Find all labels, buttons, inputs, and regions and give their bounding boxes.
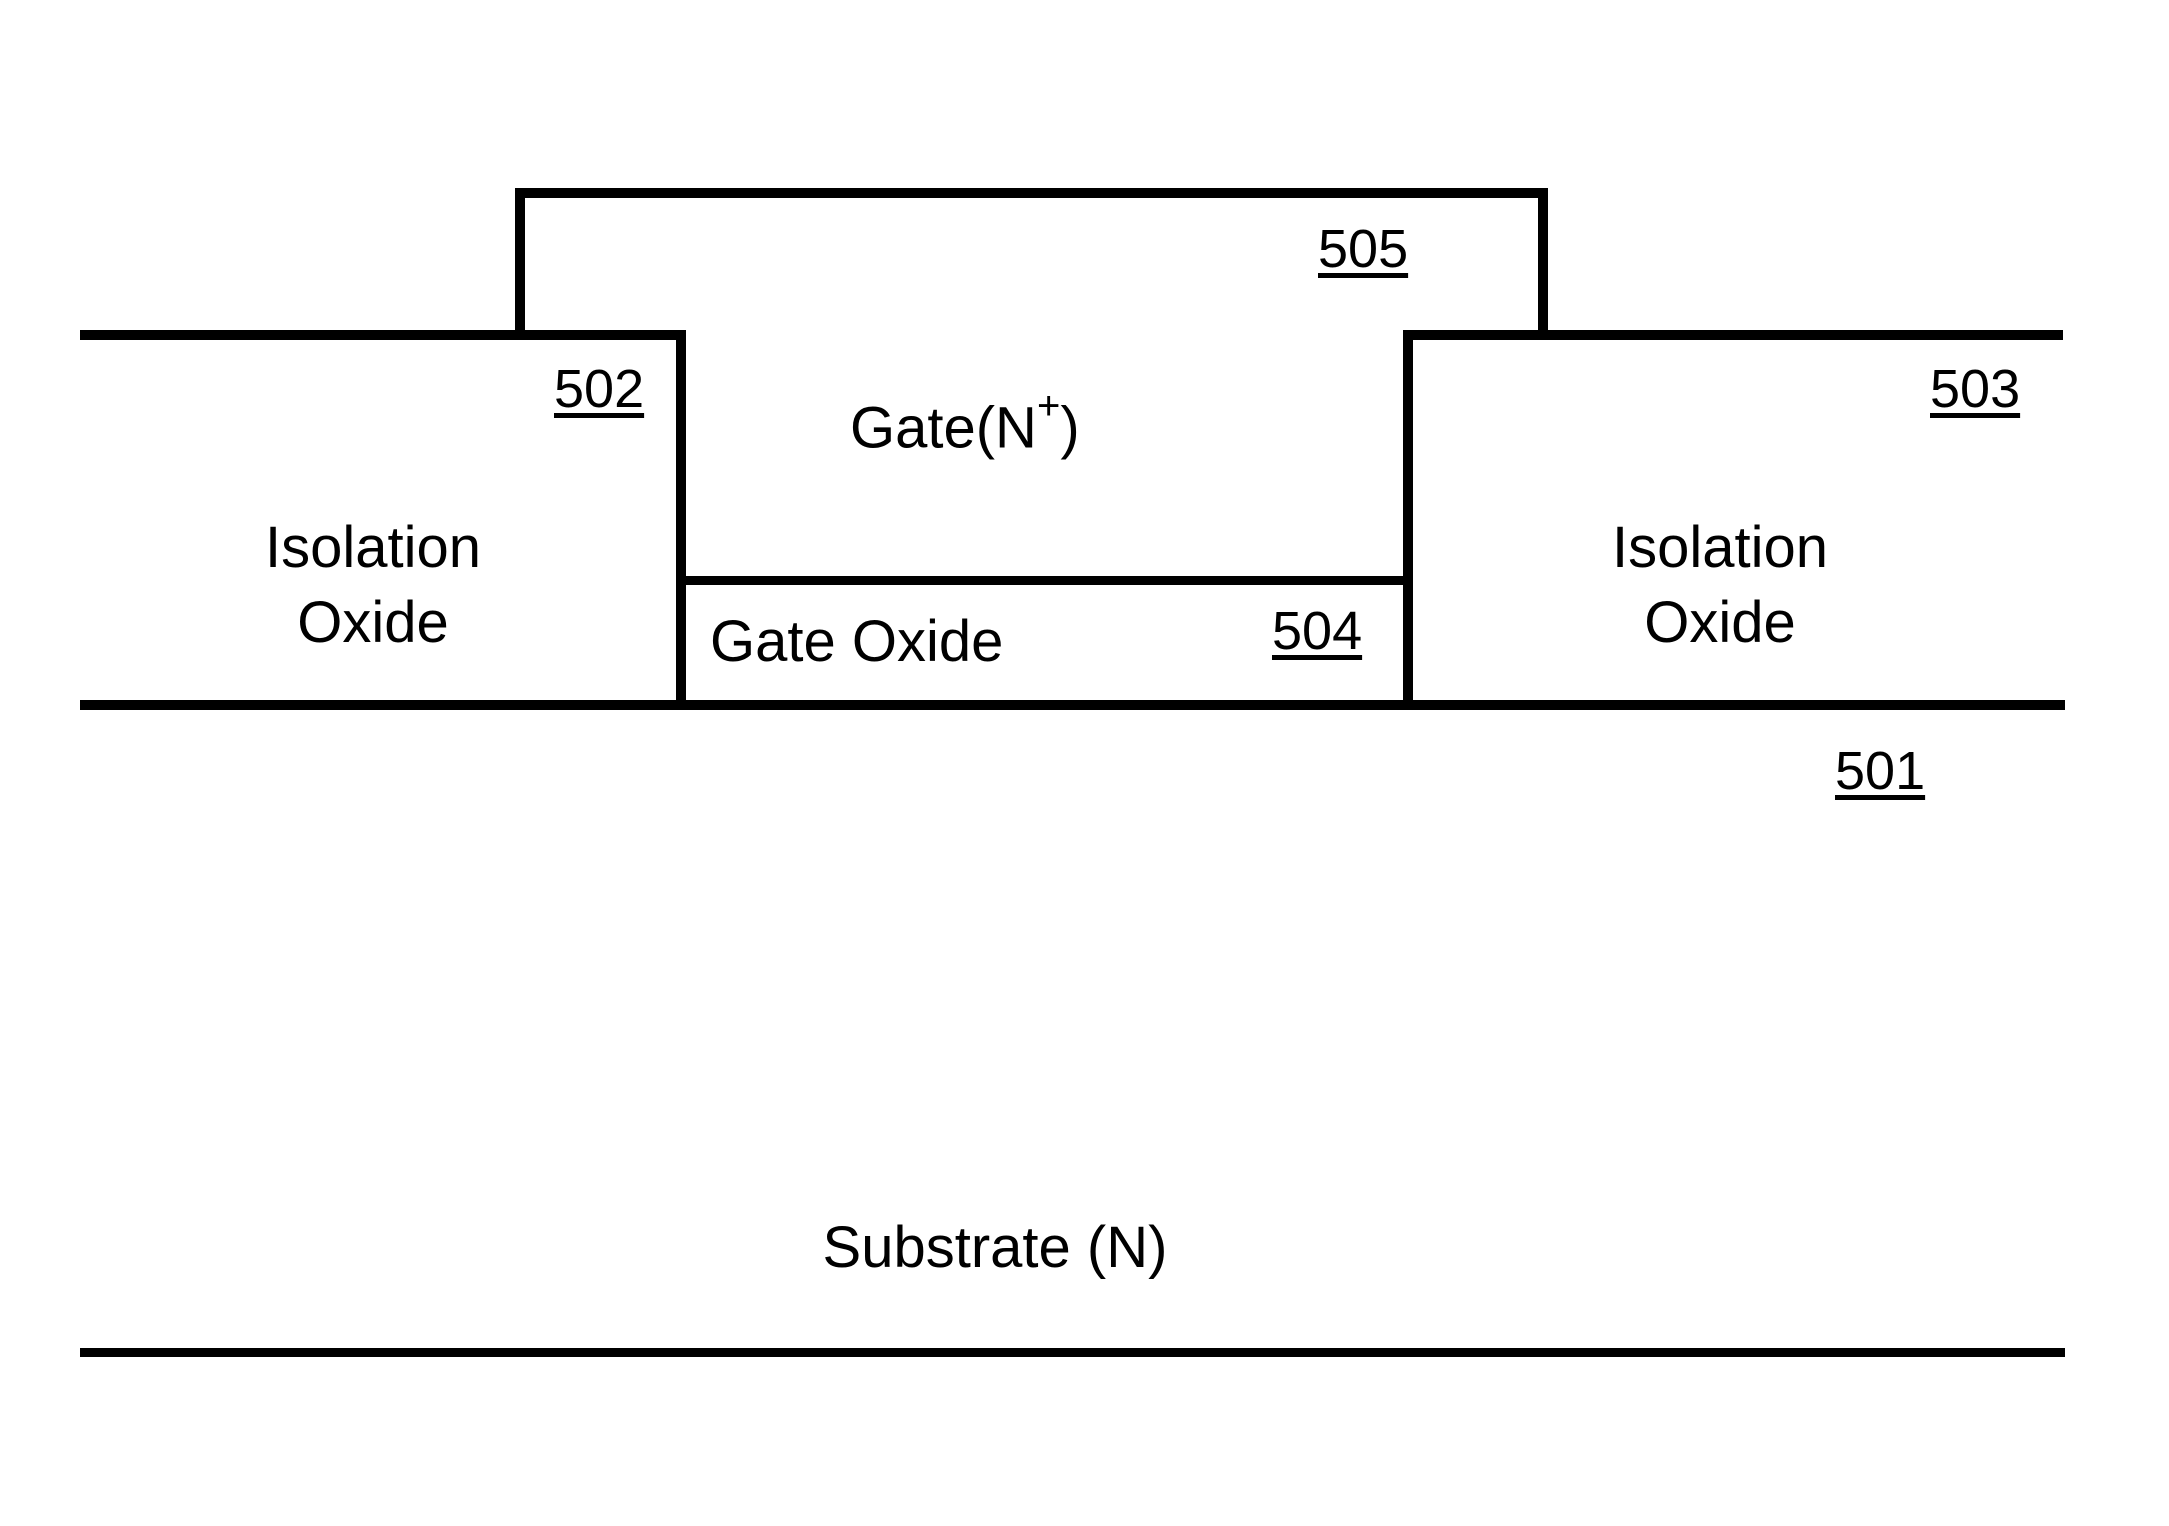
gate-label-post: ) [1060, 395, 1079, 460]
gate-top-line [515, 188, 1548, 198]
substrate-bottom-line [80, 1348, 2065, 1357]
ref-502: 502 [554, 358, 644, 420]
gate-oxide-top-line [680, 576, 1410, 585]
isolation-left-label-line2: Oxide [297, 590, 449, 655]
isolation-right-label-line1: Isolation [1612, 515, 1828, 580]
isolation-left-top-line [80, 330, 685, 340]
ref-501: 501 [1835, 740, 1925, 802]
isolation-left-label-line1: Isolation [265, 515, 481, 580]
isolation-left-right-wall [676, 330, 686, 710]
gate-label-sup: + [1037, 384, 1060, 428]
gate-right-wall [1538, 188, 1548, 338]
substrate-top-line [80, 700, 2065, 710]
isolation-right-label: Isolation Oxide [1535, 510, 1905, 661]
gate-left-wall [515, 188, 525, 338]
isolation-left-label: Isolation Oxide [188, 510, 558, 661]
isolation-right-label-line2: Oxide [1644, 590, 1796, 655]
ref-503: 503 [1930, 358, 2020, 420]
ref-504: 504 [1272, 600, 1362, 662]
gate-label-pre: Gate(N [850, 395, 1037, 460]
semiconductor-cross-section-diagram: Isolation Oxide Isolation Oxide Gate Oxi… [0, 0, 2169, 1526]
ref-505: 505 [1318, 218, 1408, 280]
isolation-right-top-line [1403, 330, 2063, 340]
isolation-right-left-wall [1403, 330, 1413, 710]
gate-oxide-label: Gate Oxide [710, 604, 1003, 679]
gate-label: Gate(N+) [850, 388, 1080, 466]
substrate-label: Substrate (N) [720, 1210, 1270, 1285]
